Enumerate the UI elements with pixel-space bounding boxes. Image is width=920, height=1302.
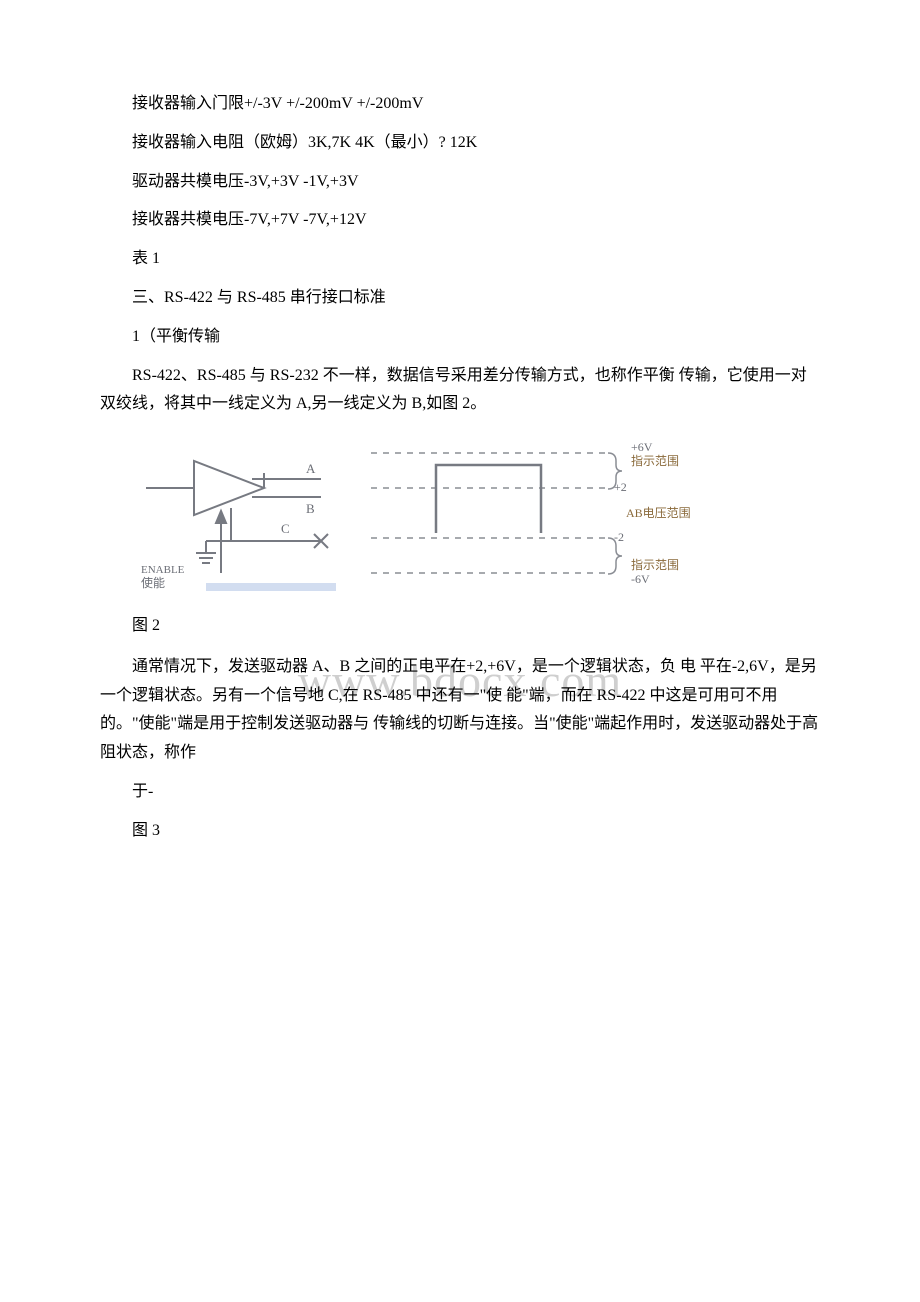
- figure-2-label: 图 2: [100, 612, 820, 641]
- svg-text:A: A: [306, 461, 316, 476]
- svg-text:-2: -2: [614, 530, 624, 544]
- paragraph: 驱动器共模电压-3V,+3V -1V,+3V: [100, 168, 820, 197]
- svg-text:指示范围: 指示范围: [631, 453, 679, 468]
- section-heading: 三、RS-422 与 RS-485 串行接口标准: [100, 284, 820, 313]
- paragraph: 1（平衡传输: [100, 323, 820, 352]
- paragraph: 接收器共模电压-7V,+7V -7V,+12V: [100, 206, 820, 235]
- paragraph: 接收器输入门限+/-3V +/-200mV +/-200mV: [100, 90, 820, 119]
- svg-text:+2: +2: [614, 480, 627, 494]
- table-label: 表 1: [100, 245, 820, 274]
- paragraph: 通常情况下，发送驱动器 A、B 之间的正电平在+2,+6V，是一个逻辑状态，负 …: [100, 653, 820, 768]
- paragraph: 接收器输入电阻（欧姆）3K,7K 4K（最小）? 12K: [100, 129, 820, 158]
- paragraph: RS-422、RS-485 与 RS-232 不一样，数据信号采用差分传输方式，…: [100, 362, 820, 420]
- figure-3-label: 图 3: [100, 817, 820, 846]
- paragraph: 于-: [100, 778, 820, 807]
- svg-text:使能: 使能: [141, 575, 165, 590]
- svg-text:+6V: +6V: [631, 440, 653, 454]
- svg-text:ENABLE: ENABLE: [141, 564, 185, 576]
- svg-text:-6V: -6V: [631, 572, 650, 586]
- figure-2-container: A B C ENABLE 使能: [136, 433, 696, 604]
- figure-2-diagram: A B C ENABLE 使能: [136, 433, 696, 593]
- document-body: 接收器输入门限+/-3V +/-200mV +/-200mV 接收器输入电阻（欧…: [100, 90, 820, 846]
- svg-text:指示范围: 指示范围: [631, 557, 679, 572]
- svg-text:AB电压范围: AB电压范围: [626, 506, 691, 520]
- svg-text:B: B: [306, 501, 315, 516]
- svg-text:C: C: [281, 521, 290, 536]
